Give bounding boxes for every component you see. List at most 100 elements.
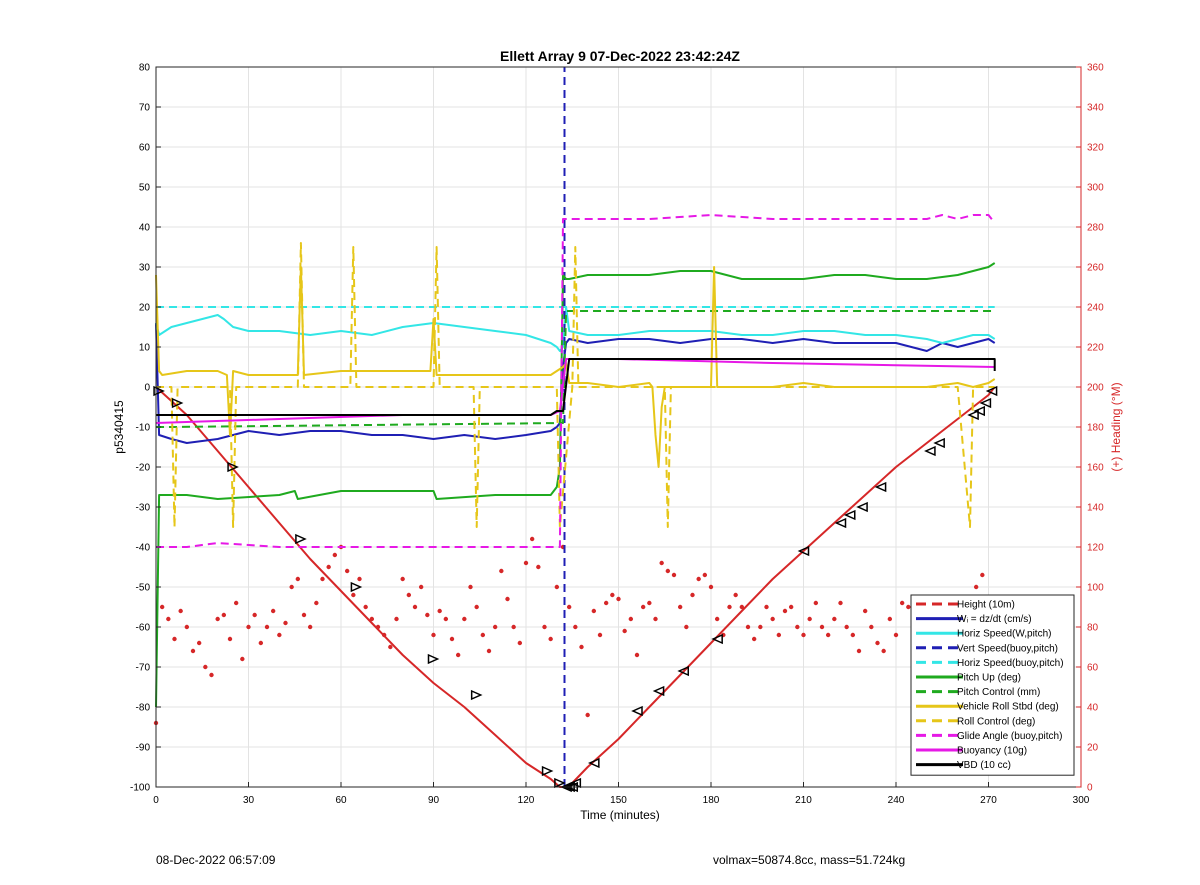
- depth-marker: [631, 705, 643, 717]
- height-point: [178, 608, 183, 614]
- height-point: [702, 572, 708, 578]
- footer-vehicle-info: volmax=50874.8cc, mass=51.724kg: [713, 853, 906, 867]
- height-point: [622, 628, 627, 634]
- y-tick-label: 20: [139, 303, 151, 314]
- height-point: [492, 624, 498, 630]
- height-point: [832, 616, 837, 622]
- height-point: [554, 584, 560, 590]
- legend-label: Buoyancy (10g): [957, 746, 1027, 757]
- depth-marker: [924, 445, 936, 457]
- y2-tick-label: 80: [1087, 623, 1099, 634]
- height-point: [745, 624, 751, 630]
- height-point: [893, 632, 899, 638]
- series-roll-control-deg: [156, 242, 995, 528]
- depth-marker: [985, 385, 998, 397]
- height-point: [640, 604, 646, 610]
- y2-tick-label: 20: [1087, 743, 1099, 754]
- y2-tick-label: 300: [1087, 183, 1104, 194]
- height-point: [443, 616, 449, 622]
- height-point: [708, 584, 714, 590]
- axis-ticks: 0 30 60 90 120 150 180 210 240 270 300-100-90-80-7…: [130, 63, 1104, 807]
- depth-marker: [587, 757, 600, 769]
- height-point: [314, 600, 319, 606]
- legend-box: [910, 594, 1075, 776]
- x-tick-label: 210: [795, 795, 812, 806]
- x-tick-label: 150: [610, 795, 627, 806]
- height-point: [616, 596, 621, 602]
- height-point: [369, 616, 375, 622]
- height-point: [776, 632, 782, 638]
- y2-tick-label: 40: [1087, 703, 1099, 714]
- legend-label: Pitch Up (deg): [957, 673, 1021, 684]
- depth-marker: [973, 405, 985, 417]
- legend-label: Height (10m): [957, 600, 1015, 611]
- y-axis-label: p5340415: [112, 400, 126, 454]
- height-point: [788, 604, 794, 610]
- height-point: [523, 560, 529, 566]
- height-point: [480, 632, 486, 638]
- chart-title: Ellett Array 9 07-Dec-2022 23:42:24Z: [500, 48, 740, 64]
- height-point: [597, 632, 603, 638]
- depth-marker: [797, 545, 810, 557]
- height-point: [591, 608, 597, 614]
- height-point: [899, 600, 905, 606]
- y-tick-label: -60: [136, 623, 151, 634]
- height-point: [603, 600, 609, 606]
- depth-marker: [967, 409, 979, 421]
- height-point: [825, 632, 831, 638]
- height-point: [474, 604, 479, 610]
- legend-label: Glide Angle (buoy,pitch): [957, 731, 1062, 742]
- height-point: [344, 568, 350, 574]
- depth-marker: [677, 665, 689, 677]
- depth-marker: [350, 581, 363, 593]
- y2-tick-label: 360: [1087, 63, 1104, 74]
- height-point: [758, 624, 763, 630]
- height-point: [807, 616, 812, 622]
- y-tick-label: 70: [139, 103, 151, 114]
- height-point: [566, 604, 572, 610]
- height-point: [320, 576, 325, 582]
- depth-marker: [652, 685, 665, 697]
- series-pitch-up-deg: [155, 262, 996, 708]
- height-point: [628, 616, 634, 622]
- height-point: [838, 600, 843, 606]
- depth-marker: [856, 501, 868, 513]
- height-point: [437, 608, 442, 614]
- x-tick-label: 270: [980, 795, 997, 806]
- y2-tick-label: 220: [1087, 343, 1104, 354]
- x-tick-label: 90: [428, 795, 440, 806]
- legend-label: Wᵢ = dz/dt (cm/s): [957, 614, 1032, 625]
- y-tick-label: 40: [139, 223, 151, 234]
- legend-label: Vehicle Roll Stbd (deg): [957, 702, 1059, 713]
- height-point: [190, 648, 196, 654]
- height-point: [782, 608, 788, 614]
- y2-tick-label: 160: [1087, 463, 1104, 474]
- height-point: [240, 656, 245, 662]
- y-tick-label: 50: [139, 183, 151, 194]
- y2-tick-label: 120: [1087, 543, 1104, 554]
- y-tick-label: 60: [139, 143, 151, 154]
- height-point: [795, 624, 800, 630]
- height-point: [844, 624, 849, 630]
- height-point: [215, 616, 220, 622]
- height-point: [813, 600, 819, 606]
- depth-marker: [171, 397, 184, 409]
- y-tick-label: 10: [139, 343, 151, 354]
- depth-marker: [933, 437, 945, 449]
- height-point: [665, 568, 671, 574]
- x-axis-label: Time (minutes): [580, 808, 660, 822]
- height-point: [270, 608, 276, 614]
- series-glide-angle-buoy-pitch: [156, 214, 996, 548]
- height-point: [727, 604, 732, 610]
- footer-timestamp: 08-Dec-2022 06:57:09: [156, 853, 276, 867]
- height-point: [770, 616, 775, 622]
- height-point: [862, 608, 868, 614]
- legend-label: Vert Speed(buoy,pitch): [957, 643, 1058, 654]
- height-point: [233, 600, 239, 606]
- depth-markers: [153, 385, 998, 793]
- height-point: [536, 564, 541, 570]
- height-point: [751, 636, 757, 642]
- series-pitch-control-mm: [156, 310, 995, 428]
- y-tick-label: -80: [136, 703, 151, 714]
